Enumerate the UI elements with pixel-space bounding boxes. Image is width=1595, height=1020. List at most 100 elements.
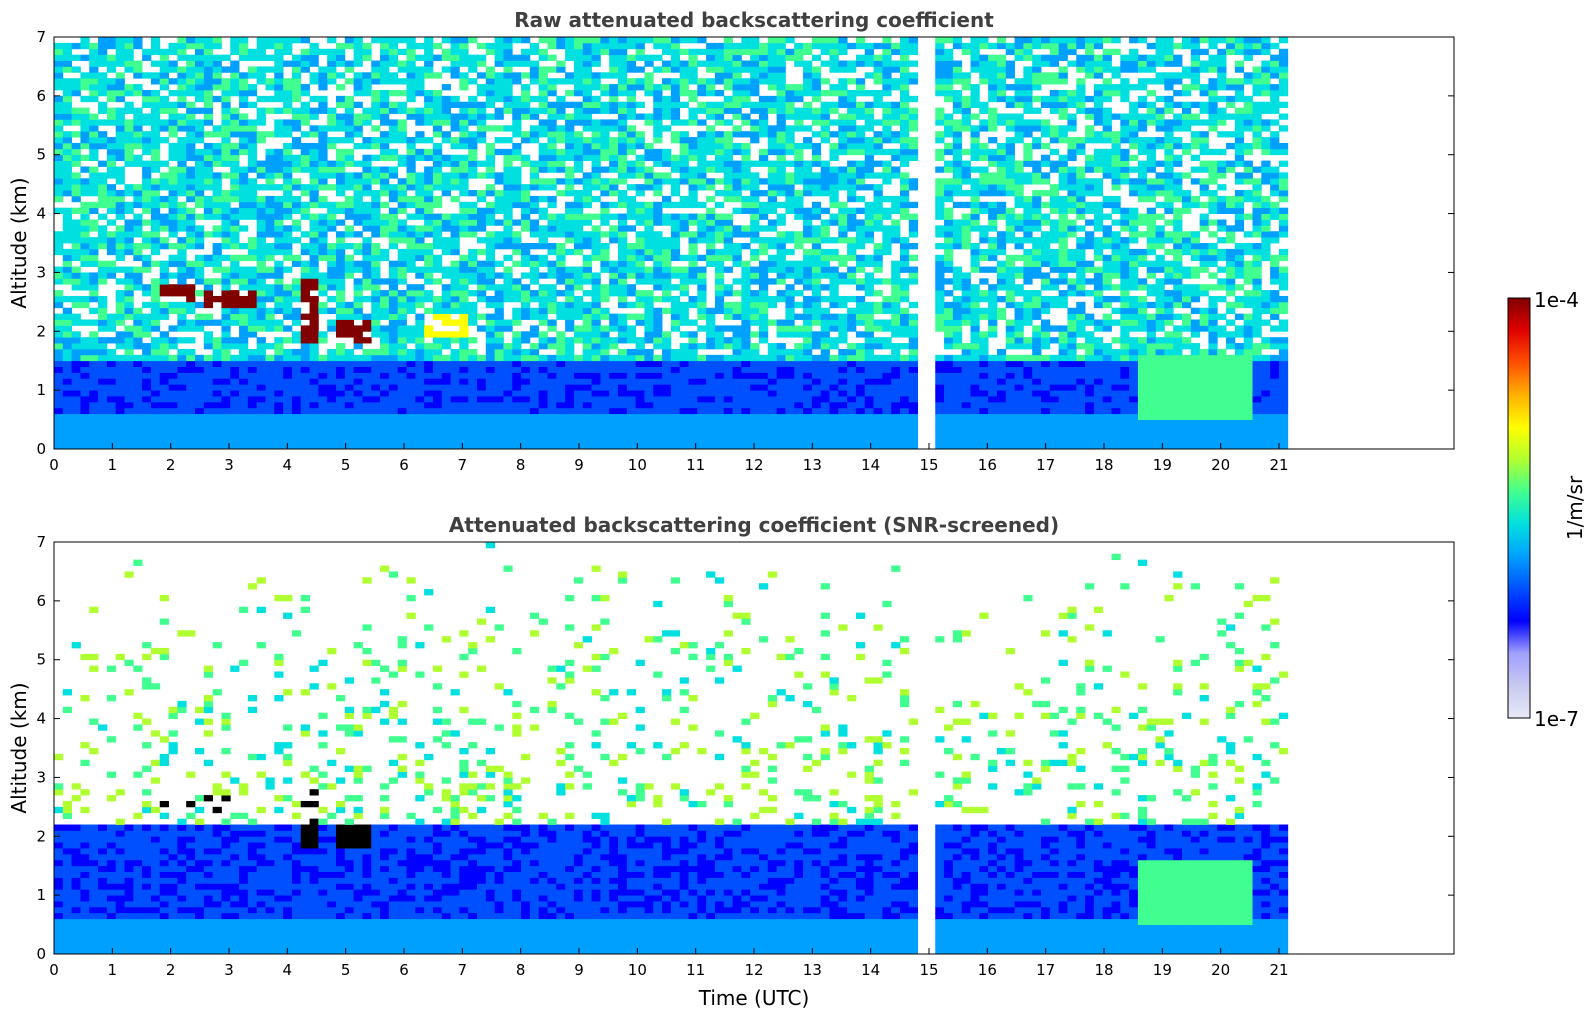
heatmap-cell: [547, 407, 557, 415]
heatmap-cell: [318, 101, 328, 109]
heatmap-cell: [688, 60, 698, 67]
heatmap-cell: [336, 390, 346, 397]
heatmap-cell: [556, 343, 566, 350]
heatmap-cell: [432, 295, 443, 303]
heatmap-cell: [300, 248, 310, 256]
heatmap-cell: [759, 260, 769, 267]
heatmap-cell: [195, 319, 205, 326]
heatmap-cell: [168, 396, 178, 403]
heatmap-cell: [309, 78, 319, 85]
heatmap-cell: [459, 125, 469, 132]
heatmap-cell: [397, 413, 407, 420]
heatmap-cell: [309, 190, 319, 197]
heatmap-cell: [468, 225, 478, 232]
heatmap-cell: [318, 84, 328, 91]
heatmap-cell: [529, 160, 540, 167]
heatmap-cell: [80, 37, 90, 44]
heatmap-cell: [714, 160, 725, 167]
heatmap-cell: [415, 178, 425, 185]
heatmap-cell: [494, 243, 504, 250]
heatmap-cell: [168, 119, 178, 126]
heatmap-cell: [723, 160, 733, 167]
heatmap-cell: [697, 396, 707, 403]
heatmap-cell: [670, 60, 681, 67]
heatmap-cell: [344, 243, 355, 250]
heatmap-cell: [186, 113, 196, 120]
heatmap-cell: [327, 372, 337, 379]
heatmap-cell: [397, 89, 407, 97]
heatmap-cell: [283, 101, 293, 109]
heatmap-cell: [529, 390, 540, 397]
heatmap-cell: [300, 107, 310, 114]
heatmap-cell: [600, 390, 610, 397]
heatmap-cell: [247, 84, 258, 91]
heatmap-cell: [71, 331, 81, 338]
heatmap-cell: [168, 190, 178, 197]
heatmap-cell: [767, 101, 778, 109]
heatmap-cell: [327, 172, 337, 179]
heatmap-cell: [697, 84, 707, 91]
heatmap-cell: [626, 89, 637, 97]
heatmap-cell: [706, 313, 716, 320]
heatmap-cell: [142, 266, 152, 273]
heatmap-cell: [538, 54, 548, 61]
heatmap-cell: [318, 401, 328, 409]
heatmap-cell: [582, 237, 592, 244]
heatmap-cell: [371, 243, 381, 250]
heatmap-cell: [820, 237, 830, 244]
heatmap-cell: [468, 313, 478, 320]
heatmap-cell: [168, 384, 178, 391]
heatmap-cell: [477, 172, 487, 179]
heatmap-cell: [759, 413, 769, 420]
heatmap-cell: [706, 42, 716, 50]
heatmap-cell: [600, 325, 610, 332]
heatmap-cell: [177, 154, 187, 161]
heatmap-cell: [794, 343, 804, 350]
heatmap-cell: [327, 437, 337, 444]
heatmap-cell: [547, 372, 557, 379]
heatmap-cell: [714, 72, 725, 79]
heatmap-cell: [529, 95, 540, 103]
heatmap-cell: [274, 207, 284, 214]
heatmap-cell: [256, 225, 266, 232]
heatmap-cell: [388, 172, 399, 179]
heatmap-cell: [203, 319, 214, 326]
heatmap-cell: [573, 107, 584, 114]
heatmap-cell: [362, 225, 372, 232]
heatmap-cell: [124, 225, 134, 232]
heatmap-cell: [106, 78, 117, 85]
heatmap-cell: [353, 390, 363, 397]
heatmap-cell: [186, 190, 196, 197]
heatmap-cell: [618, 425, 628, 432]
heatmap-cell: [283, 290, 293, 297]
heatmap-cell: [71, 348, 81, 356]
heatmap-cell: [106, 172, 117, 179]
heatmap-cell: [494, 231, 504, 238]
heatmap-cell: [212, 131, 222, 138]
heatmap-cell: [618, 89, 628, 97]
heatmap-cell: [653, 184, 663, 191]
heatmap-cell: [221, 231, 231, 238]
heatmap-cell: [432, 431, 443, 438]
heatmap-cell: [662, 396, 672, 403]
heatmap-cell: [591, 343, 601, 350]
heatmap-cell: [565, 184, 575, 191]
heatmap-cell: [529, 360, 540, 367]
heatmap-cell: [512, 390, 522, 397]
heatmap-cell: [811, 354, 822, 362]
heatmap-cell: [626, 95, 637, 103]
heatmap-cell: [388, 219, 399, 226]
heatmap-cell: [547, 343, 557, 350]
heatmap-cell: [662, 390, 672, 397]
heatmap-cell: [195, 325, 205, 332]
heatmap-cell: [820, 248, 830, 256]
heatmap-cell: [300, 201, 310, 209]
heatmap-cell: [89, 348, 99, 356]
heatmap-cell: [820, 307, 830, 315]
heatmap-cell: [336, 319, 346, 326]
heatmap-cell: [406, 443, 416, 450]
heatmap-cell: [732, 401, 742, 409]
heatmap-cell: [582, 48, 592, 56]
heatmap-cell: [406, 84, 416, 91]
heatmap-cell: [371, 89, 381, 97]
